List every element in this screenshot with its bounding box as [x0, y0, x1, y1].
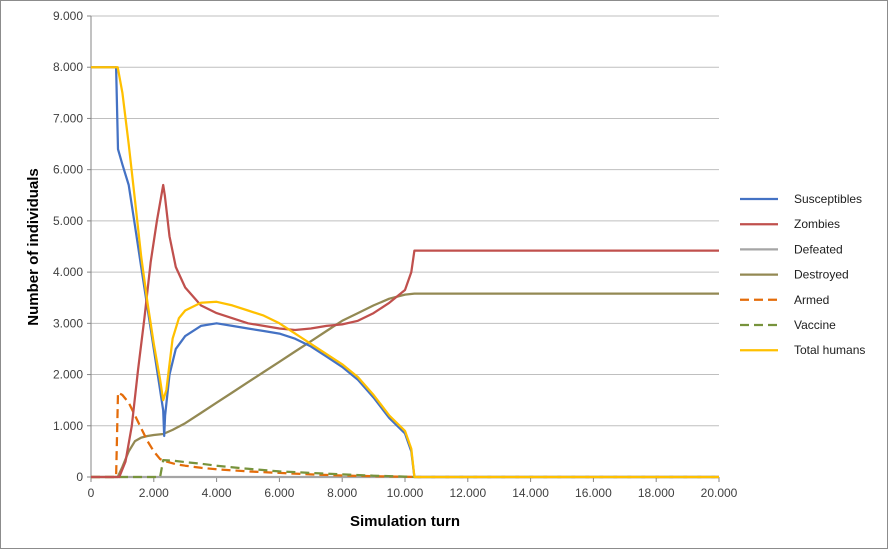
legend: Susceptibles Zombies Defeated Destroyed Arme… [740, 192, 865, 357]
y-tick-label: 9.000 [53, 9, 83, 23]
series-line-susceptibles [91, 66, 719, 479]
legend-label: Armed [794, 293, 829, 307]
x-tick-label: 16.000 [575, 486, 612, 500]
y-tick-label: 6.000 [53, 163, 83, 177]
x-tick-label: 20.000 [701, 486, 738, 500]
legend-label: Destroyed [794, 268, 849, 282]
y-tick-label: 3.000 [53, 316, 83, 330]
y-tick-label: 4.000 [53, 265, 83, 279]
x-tick-label: 4.000 [202, 486, 232, 500]
y-tick-label: 8.000 [53, 60, 83, 74]
series-line-vaccine [91, 458, 719, 479]
y-tick-label: 1.000 [53, 419, 83, 433]
legend-label: Defeated [794, 242, 843, 256]
x-tick-label: 12.000 [449, 486, 486, 500]
x-tick-label: 2.000 [139, 486, 169, 500]
y-axis-title: Number of individuals [25, 168, 42, 326]
y-tick-label: 0 [76, 470, 83, 484]
y-tick-label: 5.000 [53, 214, 83, 228]
x-tick-label: 8.000 [327, 486, 357, 500]
legend-label: Vaccine [794, 318, 836, 332]
x-tick-label: 0 [88, 486, 95, 500]
series-line-armed [91, 391, 719, 479]
x-tick-label: 6.000 [264, 486, 294, 500]
legend-label: Total humans [794, 343, 865, 357]
axes [90, 16, 719, 478]
x-axis-title: Simulation turn [350, 513, 460, 530]
series-lines [91, 66, 719, 479]
y-tick-label: 7.000 [53, 111, 83, 125]
gridlines [91, 15, 719, 427]
legend-label: Zombies [794, 217, 840, 231]
x-axis-ticks: 0 2.000 4.000 6.000 8.000 10.000 12.000 14.000 1… [88, 477, 738, 500]
x-tick-label: 14.000 [512, 486, 549, 500]
x-tick-label: 10.000 [387, 486, 424, 500]
y-tick-label: 2.000 [53, 368, 83, 382]
legend-label: Susceptibles [794, 192, 862, 206]
y-axis-ticks: 0 1.000 2.000 3.000 4.000 5.000 6.000 7.000 8.00… [53, 9, 91, 484]
series-line-zombies [91, 183, 719, 479]
series-line-total-humans [91, 66, 719, 479]
series-line-destroyed [91, 292, 719, 479]
x-tick-label: 18.000 [638, 486, 675, 500]
